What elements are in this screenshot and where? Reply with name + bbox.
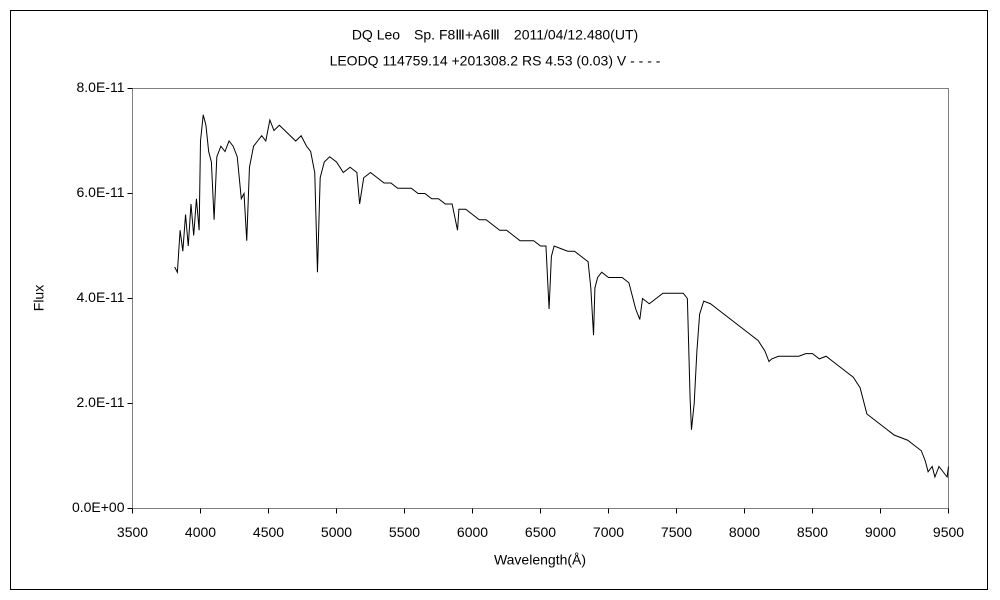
y-tick-label: 2.0E-11 bbox=[77, 394, 125, 410]
x-tick-label: 9000 bbox=[865, 524, 896, 540]
y-tick-label: 6.0E-11 bbox=[77, 184, 125, 200]
x-tick-label: 3500 bbox=[117, 524, 148, 540]
x-tick-label: 7000 bbox=[593, 524, 624, 540]
y-axis-label: Flux bbox=[31, 285, 47, 311]
x-tick-label: 4500 bbox=[253, 524, 284, 540]
y-tick-label: 0.0E+00 bbox=[72, 499, 125, 515]
chart-subtitle: LEODQ 114759.14 +201308.2 RS 4.53 (0.03)… bbox=[330, 53, 661, 69]
y-tick-label: 4.0E-11 bbox=[77, 289, 125, 305]
plot-area bbox=[132, 88, 949, 509]
x-tick-label: 4000 bbox=[185, 524, 216, 540]
spectrum-line bbox=[174, 114, 949, 479]
x-axis-label: Wavelength(Å) bbox=[494, 552, 586, 568]
x-tick-label: 5500 bbox=[389, 524, 420, 540]
x-tick-label: 6500 bbox=[525, 524, 556, 540]
x-tick-label: 5000 bbox=[321, 524, 352, 540]
x-tick-label: 8000 bbox=[729, 524, 760, 540]
y-tick-label: 8.0E-11 bbox=[77, 79, 125, 95]
x-tick-label: 8500 bbox=[797, 524, 828, 540]
x-tick-label: 7500 bbox=[661, 524, 692, 540]
chart-title: DQ Leo Sp. F8Ⅲ+A6Ⅲ 2011/04/12.480(UT) bbox=[352, 27, 638, 43]
x-tick-label: 6000 bbox=[457, 524, 488, 540]
x-tick-label: 9500 bbox=[933, 524, 964, 540]
